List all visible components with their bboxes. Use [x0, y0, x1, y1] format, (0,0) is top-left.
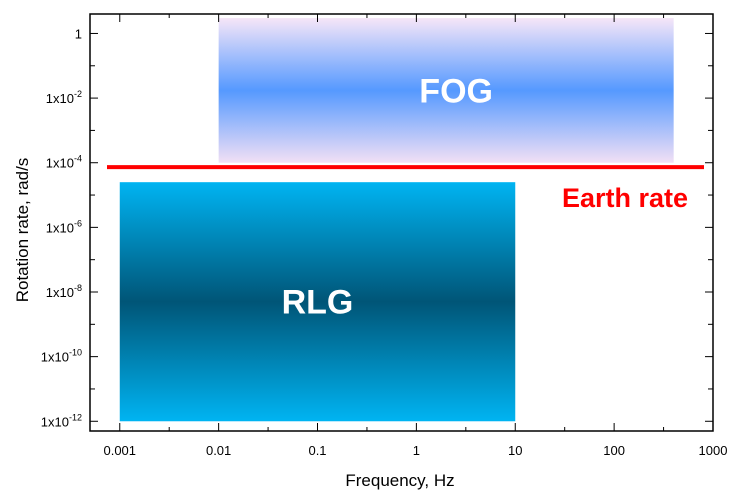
x-axis-title: Frequency, Hz — [345, 471, 454, 490]
earth-rate-label: Earth rate — [562, 183, 688, 213]
y-tick-exponent: -4 — [74, 154, 82, 164]
y-tick-exponent: -10 — [69, 348, 82, 358]
y-tick-label: 1x10-6 — [46, 218, 82, 235]
y-tick-exponent: -6 — [74, 218, 82, 228]
y-tick-label: 1x10-8 — [46, 283, 82, 300]
y-tick-label: 1x10-12 — [41, 412, 82, 429]
y-tick-mantissa: 1x10 — [46, 156, 74, 171]
y-tick-label: 1x10-4 — [46, 154, 82, 171]
x-tick-label: 0.001 — [103, 443, 136, 458]
x-tick-label: 1 — [413, 443, 420, 458]
y-tick-mantissa: 1 — [75, 26, 82, 41]
y-axis-title: Rotation rate, rad/s — [13, 158, 32, 303]
fog-region — [218, 18, 674, 163]
y-tick-mantissa: 1x10 — [46, 91, 74, 106]
y-tick-label: 1 — [75, 26, 82, 41]
y-tick-label: 1x10-2 — [46, 89, 82, 106]
fog-region-label: FOG — [419, 72, 493, 110]
rlg-region — [119, 182, 516, 422]
y-tick-label: 1x10-10 — [41, 348, 82, 365]
x-tick-label: 10 — [508, 443, 522, 458]
y-tick-mantissa: 1x10 — [41, 350, 69, 365]
x-tick-label: 100 — [603, 443, 625, 458]
y-tick-mantissa: 1x10 — [46, 285, 74, 300]
y-tick-mantissa: 1x10 — [46, 220, 74, 235]
y-tick-exponent: -8 — [74, 283, 82, 293]
rlg-region-label: RLG — [282, 284, 354, 322]
y-tick-exponent: -12 — [69, 412, 82, 422]
x-tick-label: 1000 — [699, 443, 728, 458]
y-tick-mantissa: 1x10 — [41, 414, 69, 429]
x-tick-label: 0.01 — [206, 443, 231, 458]
y-tick-exponent: -2 — [74, 89, 82, 99]
x-tick-label: 0.1 — [308, 443, 326, 458]
